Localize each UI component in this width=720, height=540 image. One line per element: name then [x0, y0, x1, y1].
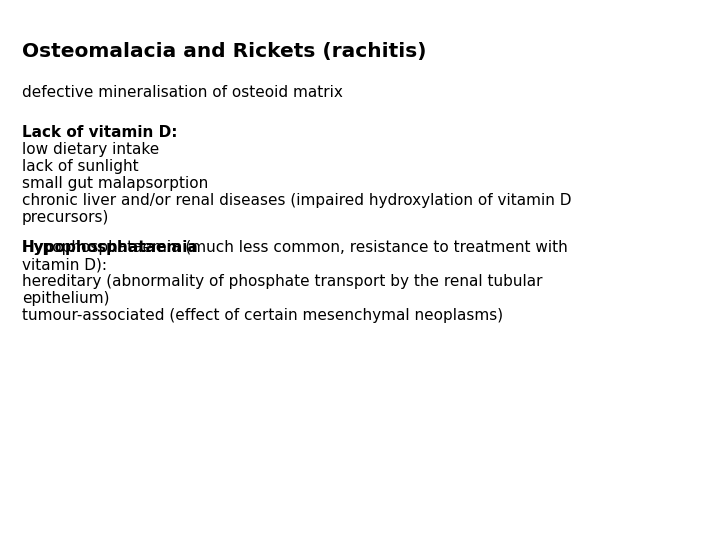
Text: low dietary intake: low dietary intake: [22, 142, 159, 157]
Text: Hypophosphataemia (much less common, resistance to treatment with: Hypophosphataemia (much less common, res…: [22, 240, 568, 255]
Text: Hypophosphataemia: Hypophosphataemia: [22, 240, 199, 255]
Text: vitamin D):: vitamin D):: [22, 257, 107, 272]
Text: hereditary (abnormality of phosphate transport by the renal tubular: hereditary (abnormality of phosphate tra…: [22, 274, 542, 289]
Text: chronic liver and/or renal diseases (impaired hydroxylation of vitamin D: chronic liver and/or renal diseases (imp…: [22, 193, 572, 208]
Text: lack of sunlight: lack of sunlight: [22, 159, 139, 174]
Text: defective mineralisation of osteoid matrix: defective mineralisation of osteoid matr…: [22, 85, 343, 100]
Text: Lack of vitamin D:: Lack of vitamin D:: [22, 125, 178, 140]
Text: Osteomalacia and Rickets (rachitis): Osteomalacia and Rickets (rachitis): [22, 42, 426, 61]
Text: small gut malapsorption: small gut malapsorption: [22, 176, 208, 191]
Text: precursors): precursors): [22, 210, 109, 225]
Text: tumour-associated (effect of certain mesenchymal neoplasms): tumour-associated (effect of certain mes…: [22, 308, 503, 323]
Text: epithelium): epithelium): [22, 291, 109, 306]
